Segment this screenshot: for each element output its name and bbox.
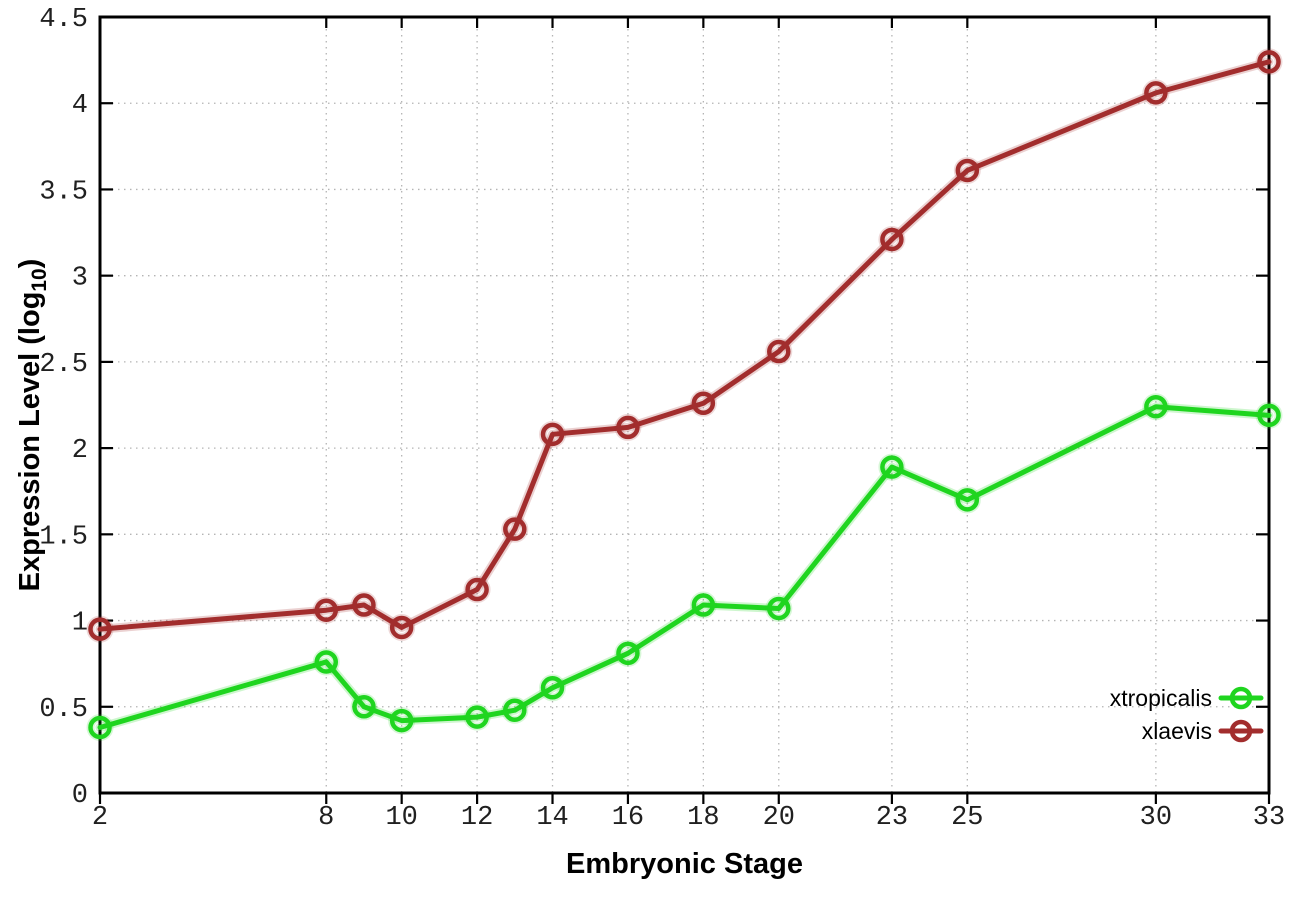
data-point-xtropicalis-10 xyxy=(389,708,414,733)
data-point-xtropicalis-20 xyxy=(767,596,791,621)
data-point-xlaevis-20 xyxy=(767,339,791,364)
x-tick-label-2: 2 xyxy=(92,803,108,833)
data-point-xlaevis-14 xyxy=(540,422,565,447)
x-axis-title: Embryonic Stage xyxy=(566,848,803,880)
legend-label-xtropicalis: xtropicalis xyxy=(1110,685,1212,711)
series-line-xtropicalis xyxy=(97,404,1272,730)
data-point-xlaevis-10 xyxy=(389,615,414,640)
y-tick-label-0.5: 0.5 xyxy=(39,695,88,725)
data-point-xtropicalis-25 xyxy=(955,488,980,512)
data-point-xtropicalis-30 xyxy=(1144,394,1168,419)
series-line-glow-xlaevis xyxy=(95,57,1274,634)
data-point-xlaevis-8 xyxy=(314,598,339,622)
y-axis-title: Expression Level (log10) xyxy=(14,259,52,592)
data-point-xlaevis-13 xyxy=(503,517,527,541)
y-tick-label-3.5: 3.5 xyxy=(39,177,88,207)
data-point-xtropicalis-13 xyxy=(503,698,527,722)
x-tick-label-12: 12 xyxy=(461,803,493,833)
y-axis-title-subscript: 10 xyxy=(27,268,51,292)
y-axis-title-text: Expression Level (log xyxy=(14,291,46,592)
series-line-glow-xtropicalis xyxy=(95,402,1274,732)
data-point-xlaevis-12 xyxy=(465,577,489,602)
data-point-xlaevis-33 xyxy=(1257,50,1281,74)
data-point-xtropicalis-33 xyxy=(1257,403,1281,428)
data-point-xtropicalis-16 xyxy=(616,641,640,666)
x-tick-label-10: 10 xyxy=(385,803,417,833)
x-tick-label-25: 25 xyxy=(951,803,983,833)
y-tick-label-4: 4 xyxy=(72,91,88,121)
data-point-xlaevis-18 xyxy=(691,391,716,416)
data-point-xlaevis-2 xyxy=(88,617,112,641)
y-tick-label-1: 1 xyxy=(72,609,88,639)
data-point-xtropicalis-2 xyxy=(88,715,112,740)
x-tick-label-14: 14 xyxy=(536,803,568,833)
x-tick-label-33: 33 xyxy=(1253,803,1285,833)
y-axis-title-suffix: ) xyxy=(14,258,46,269)
data-point-xlaevis-30 xyxy=(1144,81,1168,105)
legend-sample-marker-xlaevis xyxy=(1229,719,1253,743)
data-point-xtropicalis-8 xyxy=(314,650,339,674)
series-line-xlaevis xyxy=(97,59,1272,632)
y-tick-label-1.5: 1.5 xyxy=(39,522,88,552)
data-point-xtropicalis-12 xyxy=(465,705,489,729)
data-point-xlaevis-9 xyxy=(352,593,376,617)
x-tick-label-8: 8 xyxy=(318,803,334,833)
data-point-xtropicalis-18 xyxy=(691,593,716,617)
legend-sample-marker-xtropicalis xyxy=(1229,686,1253,710)
x-tick-label-20: 20 xyxy=(763,803,795,833)
data-point-xtropicalis-23 xyxy=(880,455,904,479)
y-tick-label-0: 0 xyxy=(72,781,88,811)
y-tick-label-3: 3 xyxy=(72,264,88,294)
legend-label-xlaevis: xlaevis xyxy=(1142,718,1212,744)
x-tick-label-30: 30 xyxy=(1140,803,1172,833)
data-point-xlaevis-16 xyxy=(616,415,640,440)
y-tick-label-2: 2 xyxy=(72,436,88,466)
y-tick-label-4.5: 4.5 xyxy=(39,5,88,35)
x-tick-label-23: 23 xyxy=(876,803,908,833)
data-point-xlaevis-23 xyxy=(880,227,904,252)
data-point-xtropicalis-9 xyxy=(352,695,376,719)
data-point-xlaevis-25 xyxy=(955,158,980,183)
y-tick-label-2.5: 2.5 xyxy=(39,350,88,380)
data-point-xtropicalis-14 xyxy=(540,676,565,700)
x-tick-label-18: 18 xyxy=(687,803,719,833)
x-tick-label-16: 16 xyxy=(612,803,644,833)
